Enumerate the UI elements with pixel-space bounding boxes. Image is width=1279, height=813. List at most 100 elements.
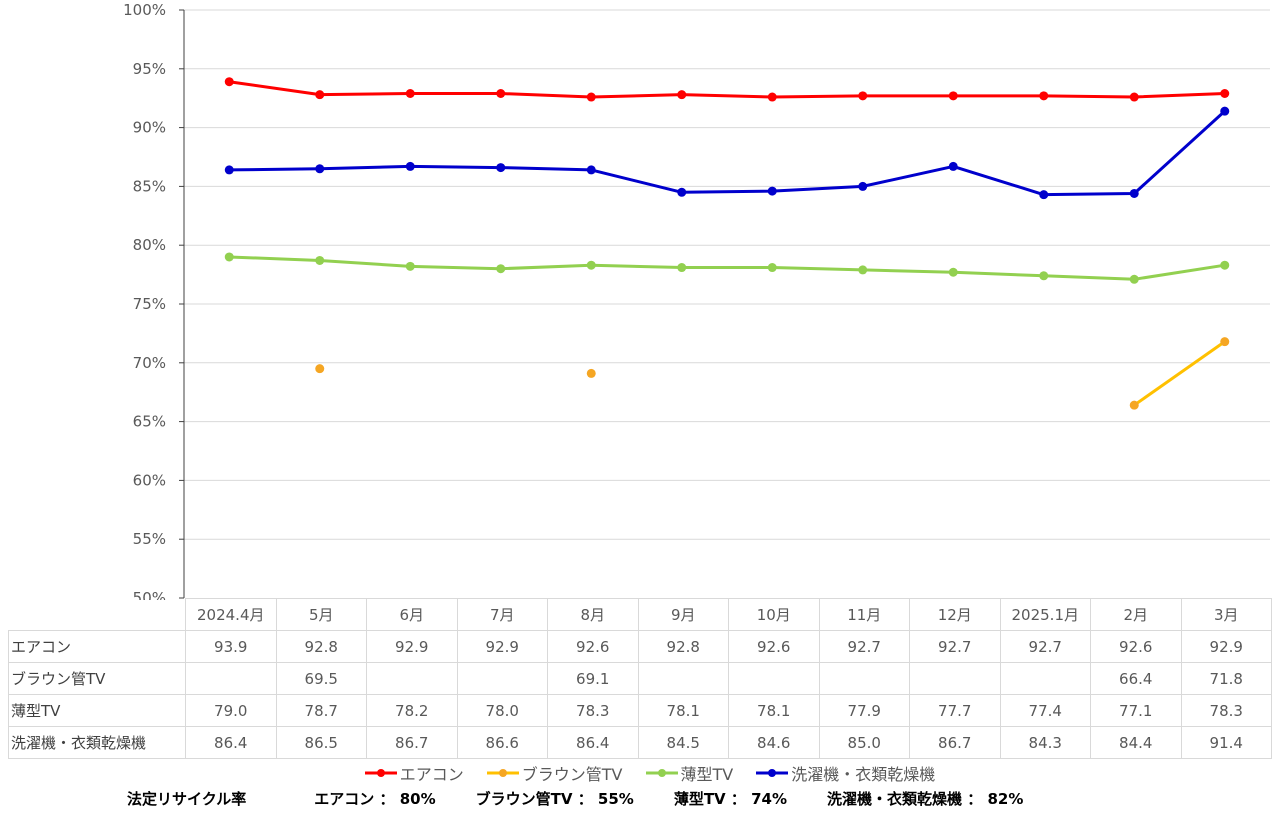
- table-cell: 78.1: [728, 694, 820, 727]
- data-point: [1220, 337, 1230, 347]
- data-point: [858, 181, 868, 191]
- table-cell: 92.6: [728, 630, 820, 663]
- series-line: [229, 255, 1225, 281]
- table-cell: [185, 662, 277, 695]
- data-point: [948, 91, 958, 101]
- table-cell: 86.4: [547, 726, 639, 759]
- data-point: [677, 263, 687, 273]
- data-point: [677, 90, 687, 100]
- y-tick-label: 100%: [123, 1, 166, 19]
- table-cell: 78.0: [456, 694, 548, 727]
- table-cell: 77.7: [909, 694, 1001, 727]
- legend-item: 洗濯機・衣類乾燥機: [755, 761, 935, 785]
- series-line: [229, 80, 1225, 99]
- table-cell: 78.3: [547, 694, 639, 727]
- data-point: [224, 252, 234, 262]
- data-point: [586, 368, 596, 378]
- table-cell: 85.0: [818, 726, 910, 759]
- row-label: ブラウン管TV: [8, 662, 186, 695]
- footer-title: 法定リサイクル率: [127, 790, 247, 808]
- data-point: [315, 164, 325, 174]
- legend-label: 薄型TV: [680, 765, 734, 784]
- y-tick-label: 95%: [133, 60, 166, 78]
- category-label: 5月: [275, 598, 367, 631]
- table-cell: 84.4: [1090, 726, 1182, 759]
- data-point: [496, 88, 506, 98]
- data-point: [858, 91, 868, 101]
- y-tick-label: 90%: [133, 119, 166, 137]
- table-cell: [909, 662, 1001, 695]
- legend-label: 洗濯機・衣類乾燥機: [791, 765, 936, 784]
- table-cell: [999, 662, 1091, 695]
- data-point: [315, 364, 325, 374]
- row-label: 薄型TV: [8, 694, 186, 727]
- table-cell: 92.8: [637, 630, 729, 663]
- legend-marker-icon: [756, 769, 789, 777]
- data-point: [1220, 106, 1230, 116]
- y-tick-label: 65%: [133, 413, 166, 431]
- table-cell: 69.1: [547, 662, 639, 695]
- legal-recycling-rates: 法定リサイクル率 エアコン ： 80% ブラウン管TV ： 55% 薄型TV ： 7…: [127, 788, 1023, 809]
- series-line: [229, 110, 1226, 197]
- table-cell: 92.7: [909, 630, 1001, 663]
- table-cell: 86.7: [366, 726, 458, 759]
- series-line: [1133, 340, 1226, 407]
- row-label: エアコン: [8, 630, 186, 663]
- table-cell: 92.6: [1090, 630, 1182, 663]
- data-point: [767, 263, 777, 273]
- y-tick-label: 60%: [133, 471, 166, 489]
- data-point: [315, 90, 325, 100]
- table-cell: 66.4: [1090, 662, 1182, 695]
- y-tick-label: 55%: [133, 530, 166, 548]
- data-point: [767, 92, 777, 102]
- legend: エアコン ブラウン管TV 薄型TV 洗濯機・衣類乾燥機: [0, 761, 1279, 785]
- data-point: [677, 187, 687, 197]
- category-label: 9月: [637, 598, 729, 631]
- data-point: [1129, 400, 1139, 410]
- data-point: [1039, 91, 1049, 101]
- line-chart: 50% 55% 60% 65% 70% 75% 80% 85% 90% 95% 100%: [123, 1, 1270, 600]
- data-point: [315, 255, 325, 265]
- legend-label: エアコン: [399, 765, 464, 784]
- legal-rate: ブラウン管TV ： 55%: [475, 790, 634, 808]
- y-tick-label: 50%: [133, 589, 166, 600]
- data-point: [405, 261, 415, 271]
- y-tick-label: 80%: [133, 236, 166, 254]
- data-table: 2024.4月 5月 6月 7月 8月 9月 10月 11月 12月 2025.1月 2月 3月 エアコ…: [8, 598, 1272, 759]
- data-point: [1129, 188, 1139, 198]
- table-cell: 69.5: [275, 662, 367, 695]
- table-cell: 92.8: [275, 630, 367, 663]
- data-point: [948, 161, 958, 171]
- category-label: 10月: [728, 598, 820, 631]
- table-cell: 86.6: [456, 726, 548, 759]
- legend-marker-icon: [364, 769, 397, 777]
- table-cell: [366, 662, 458, 695]
- legend-item: エアコン: [364, 761, 464, 785]
- data-point: [1039, 190, 1049, 200]
- table-cell: 84.6: [728, 726, 820, 759]
- data-point: [586, 165, 596, 175]
- table-cell: 92.7: [818, 630, 910, 663]
- table-cell: 92.7: [999, 630, 1091, 663]
- y-tick-label: 70%: [133, 354, 166, 372]
- category-label: 8月: [547, 598, 639, 631]
- table-cell: 92.9: [456, 630, 548, 663]
- data-point: [224, 77, 234, 87]
- y-tick-label: 75%: [133, 295, 166, 313]
- data-point: [858, 265, 868, 275]
- data-point: [224, 165, 234, 175]
- table-cell: 84.5: [637, 726, 729, 759]
- table-cell: 77.1: [1090, 694, 1182, 727]
- legend-item: 薄型TV: [645, 761, 734, 785]
- category-label: 3月: [1180, 598, 1272, 631]
- table-cell: [456, 662, 548, 695]
- table-cell: 92.9: [366, 630, 458, 663]
- table-cell: 92.9: [1180, 630, 1272, 663]
- data-point: [948, 267, 958, 277]
- row-label: 洗濯機・衣類乾燥機: [8, 726, 186, 759]
- table-cell: [728, 662, 820, 695]
- data-point: [767, 186, 777, 196]
- table-cell: 78.2: [366, 694, 458, 727]
- legend-marker-icon: [486, 769, 519, 777]
- category-label: 2024.4月: [185, 598, 277, 631]
